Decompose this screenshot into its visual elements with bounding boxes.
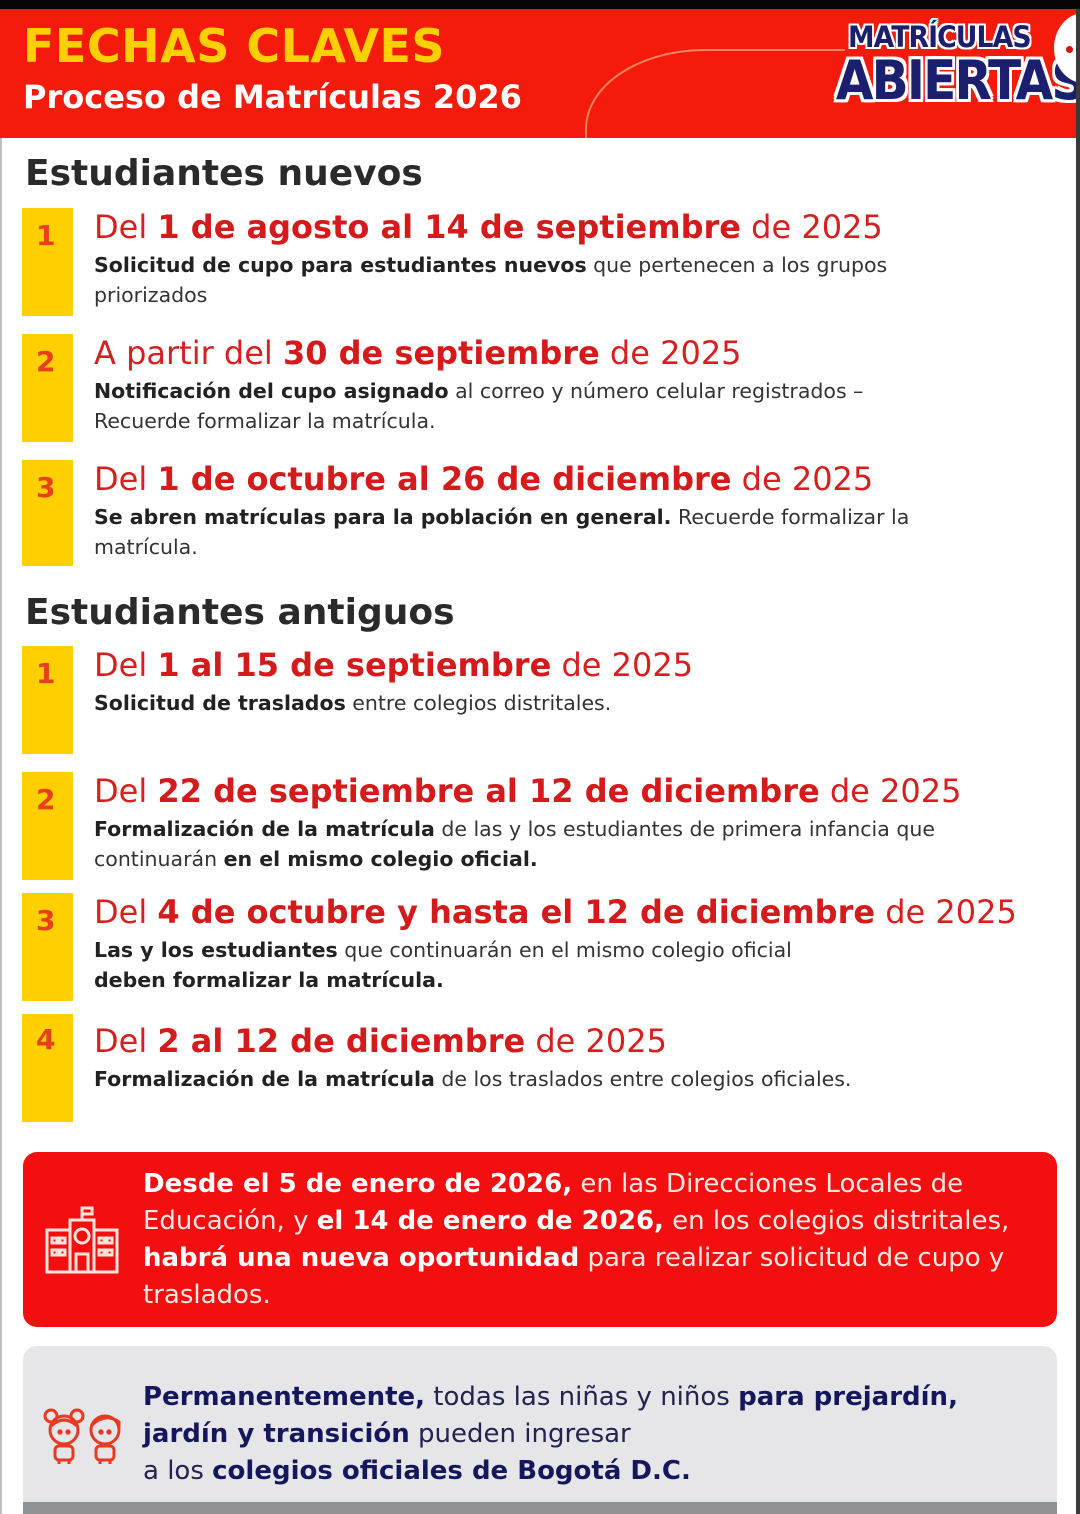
decorative-curve bbox=[585, 49, 845, 138]
item-description: Solicitud de traslados entre colegios di… bbox=[94, 691, 612, 715]
item-date: A partir del 30 de septiembre de 2025 bbox=[94, 334, 742, 372]
bottom-strip bbox=[23, 1502, 1057, 1514]
item-description: Solicitud de cupo para estudiantes nuevo… bbox=[94, 253, 888, 307]
header-banner: FECHAS CLAVES Proceso de Matrículas 2026… bbox=[0, 9, 1076, 138]
number-bar: 2 bbox=[22, 772, 73, 880]
logo-line-1: MATRÍCULAS bbox=[848, 20, 1032, 54]
item-number: 3 bbox=[36, 471, 56, 504]
item-description: Formalización de la matrícula de los tra… bbox=[94, 1067, 852, 1091]
item-number: 1 bbox=[36, 657, 56, 690]
notice-red-text: Desde el 5 de enero de 2026, en las Dire… bbox=[143, 1169, 1010, 1310]
item-number: 4 bbox=[36, 1023, 56, 1056]
badge-circle-icon bbox=[1054, 13, 1076, 83]
number-bar: 3 bbox=[22, 893, 73, 1001]
school-building-icon bbox=[43, 1204, 121, 1274]
page-subtitle: Proceso de Matrículas 2026 bbox=[23, 78, 522, 116]
top-black-bar bbox=[0, 0, 1080, 9]
item-date: Del 1 de octubre al 26 de diciembre de 2… bbox=[94, 460, 874, 498]
number-bar: 1 bbox=[22, 208, 73, 316]
item-number: 2 bbox=[36, 345, 56, 378]
item-date: Del 1 al 15 de septiembre de 2025 bbox=[94, 646, 694, 684]
item-number: 1 bbox=[36, 219, 56, 252]
number-bar: 2 bbox=[22, 334, 73, 442]
item-number: 2 bbox=[36, 783, 56, 816]
item-date: Del 1 de agosto al 14 de septiembre de 2… bbox=[94, 208, 883, 246]
left-border bbox=[0, 138, 2, 1514]
logo-line-2: ABIERTAS bbox=[835, 49, 1076, 112]
notice-gray-text: Permanentemente, todas las niñas y niños… bbox=[143, 1382, 958, 1486]
matriculas-abiertas-logo: MATRÍCULAS ABIERTAS bbox=[822, 20, 1076, 108]
notice-gray-box: Permanentemente, todas las niñas y niños… bbox=[23, 1346, 1057, 1506]
item-date: Del 4 de octubre y hasta el 12 de diciem… bbox=[94, 893, 1017, 931]
item-date: Del 22 de septiembre al 12 de diciembre … bbox=[94, 772, 962, 810]
item-number: 3 bbox=[36, 904, 56, 937]
right-border bbox=[1076, 9, 1080, 1514]
item-description: Notificación del cupo asignado al correo… bbox=[94, 379, 864, 433]
page-title: FECHAS CLAVES bbox=[23, 19, 446, 73]
section-title-nuevos: Estudiantes nuevos bbox=[25, 153, 423, 194]
item-description: Las y los estudiantes que continuarán en… bbox=[94, 938, 792, 992]
children-icon bbox=[43, 1406, 127, 1466]
number-bar: 3 bbox=[22, 460, 73, 566]
section-title-antiguos: Estudiantes antiguos bbox=[25, 592, 455, 633]
number-bar: 1 bbox=[22, 646, 73, 754]
item-description: Formalización de la matrícula de las y l… bbox=[94, 817, 935, 871]
item-description: Se abren matrículas para la población en… bbox=[94, 505, 910, 559]
notice-red-box: Desde el 5 de enero de 2026, en las Dire… bbox=[23, 1152, 1057, 1327]
item-date: Del 2 al 12 de diciembre de 2025 bbox=[94, 1022, 667, 1060]
number-bar: 4 bbox=[22, 1014, 73, 1122]
